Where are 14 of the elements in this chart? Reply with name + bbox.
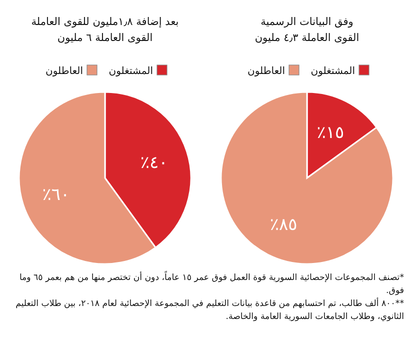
data-label: ٪١٥ — [316, 123, 344, 144]
chart-subtitle: القوى العاملة ٤٫٣ مليون — [254, 32, 360, 44]
text: *تصنف المجموعات الإحصائية السورية قوة العمل فوق عمر ١٥ عاماً، دون أن تختصر منها من هم بعمر ٦٥ وما فوق. — [18, 272, 404, 298]
chart-title: بعد إضافة ١٫٨مليون للقوى العاملة — [31, 16, 179, 28]
legend-label: العاطلون — [46, 66, 83, 77]
data-label: ٪٦٠ — [42, 184, 70, 205]
data-label: ٪٨٥ — [270, 214, 298, 235]
legend-label: المشتغلون — [108, 66, 153, 77]
legend-label: المشتغلون — [310, 66, 355, 77]
legend-label: العاطلون — [248, 66, 285, 77]
text: **٨٠٠ ألف طالب، تم احتسابهم من قاعدة بيانات التعليم في المجموعة الإحصائية لعام ٢٠١٨، بين طلاب التعليم الثانوي، وطلاب الجامعات السورية العامة والخاصة. — [14, 298, 404, 324]
chart-subtitle: القوى العاملة ٦ مليون — [57, 32, 153, 44]
chart-title: وفق البيانات الرسمية — [260, 16, 354, 28]
data-label: ٪٤٠ — [140, 153, 168, 174]
